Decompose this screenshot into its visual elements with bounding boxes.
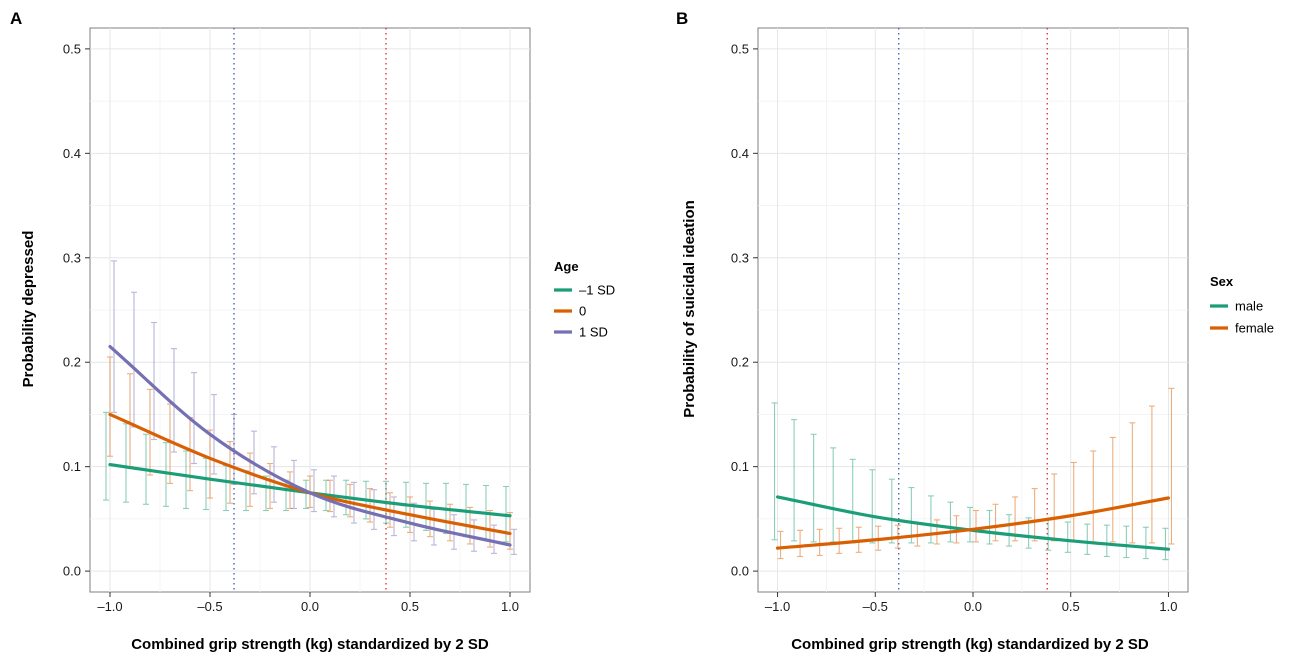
panel-a-errorbar (163, 442, 169, 507)
panel-b-curves (775, 495, 1171, 551)
panel-b-legend: Sex male female (1210, 274, 1274, 336)
panel-a-errorbar (151, 321, 157, 441)
panel-a-errorbar (311, 469, 317, 513)
panel-b-errorbar (1129, 422, 1136, 544)
panel-a-errorbar (303, 479, 309, 509)
panel-a-legend-title: Age (554, 259, 579, 274)
panel-b-y-tick-label: 0.0 (731, 564, 749, 579)
panel-a-y-tick-label: 0.1 (63, 459, 81, 474)
panel-a: A –1.0 –0.5 0.0 0.5 1.0 0.0 0.1 0.2 0.3 0.4 0.5 Co… (10, 9, 615, 653)
panel-b-errorbar (967, 506, 973, 543)
panel-a-x-tick-label: 1.0 (501, 599, 519, 614)
panel-a-errorbar (227, 441, 233, 504)
panel-a-y-axis-title: Probability depressed (20, 231, 37, 388)
panel-b-errorbar (908, 487, 915, 544)
panel-b-errorbar (888, 478, 895, 544)
panel-b: B –1.0 –0.5 0.0 0.5 1.0 0.0 0.1 0.2 0.3 0.4 0.5 Co… (676, 9, 1274, 653)
panel-a-y-tick-label: 0.3 (63, 250, 81, 265)
panel-b-errorbar (869, 469, 876, 544)
panel-b-errorbar (1142, 526, 1149, 560)
panel-a-errorbar (471, 519, 477, 552)
panel-b-x-tick-label: 1.0 (1159, 599, 1177, 614)
panel-a-y-tick-label: 0.4 (63, 146, 81, 161)
panel-a-x-tick-label: –0.5 (197, 599, 222, 614)
panel-b-errorbar (1148, 405, 1155, 544)
panel-b-errorbar (992, 503, 999, 542)
panel-b-errorbar (1012, 496, 1019, 542)
panel-a-errorbar (411, 502, 417, 542)
panel-a-curves (108, 344, 512, 547)
panel-a-legend: Age –1 SD 0 1 SD (554, 259, 615, 340)
panel-a-errorbar (191, 372, 197, 465)
panel-b-errorbar (797, 529, 804, 558)
panel-a-x-tick-label: 0.5 (401, 599, 419, 614)
panel-a-legend-label: –1 SD (579, 283, 615, 298)
panel-b-errorbar (810, 433, 817, 543)
panel-a-errorbar (107, 356, 113, 457)
panel-b-reference-lines (898, 28, 1048, 592)
panel-b-errorbar (1031, 488, 1038, 542)
panel-a-x-tick-label: 0.0 (301, 599, 319, 614)
panel-b-errorbar (1103, 524, 1110, 558)
panel-a-errorbar (263, 475, 269, 512)
panel-a-errorbar (371, 489, 377, 530)
panel-a-errorbar (511, 528, 517, 555)
panel-a-errorbar (507, 512, 513, 550)
panel-b-curve-series-2 (775, 496, 1171, 550)
panel-b-axes: –1.0 –0.5 0.0 0.5 1.0 0.0 0.1 0.2 0.3 0.4 0.5 (731, 41, 1178, 614)
panel-a-tag: A (10, 9, 22, 28)
panel-b-x-tick-label: 0.5 (1062, 599, 1080, 614)
panel-b-errorbar (836, 527, 843, 554)
panel-b-y-tick-label: 0.1 (731, 459, 749, 474)
panel-a-legend-label: 0 (579, 304, 586, 319)
panel-a-x-axis-title: Combined grip strength (kg) standardized… (131, 636, 489, 653)
panel-b-y-tick-label: 0.2 (731, 355, 749, 370)
panel-b-legend-items: male female (1210, 299, 1274, 336)
panel-b-x-tick-label: 0.0 (964, 599, 982, 614)
panel-a-errorbar (171, 348, 177, 453)
panel-a-errorbar (183, 450, 189, 509)
panel-a-errorbar (103, 411, 109, 501)
panel-a-legend-label: 1 SD (579, 325, 608, 340)
panel-b-errorbar (1006, 514, 1013, 547)
panel-b-errorbar (771, 402, 778, 541)
panel-a-y-tick-label: 0.0 (63, 564, 81, 579)
panel-b-grid (758, 28, 1188, 592)
panel-b-y-tick-label: 0.4 (731, 146, 749, 161)
panel-a-errorbar (347, 483, 353, 518)
panel-b-legend-title: Sex (1210, 274, 1234, 289)
panel-b-tag: B (676, 9, 688, 28)
panel-a-y-tick-label: 0.5 (63, 41, 81, 56)
panel-b-legend-label: male (1235, 299, 1263, 314)
panel-b-x-tick-label: –0.5 (863, 599, 888, 614)
panel-b-x-axis-title: Combined grip strength (kg) standardized… (791, 636, 1149, 653)
panel-b-errorbar (777, 530, 784, 560)
panel-b-error-bars (771, 387, 1175, 561)
panel-b-legend-label: female (1235, 321, 1274, 336)
panel-b-errorbar (1123, 525, 1130, 559)
panel-b-y-axis-title: Probability of suicidal ideation (681, 200, 698, 418)
panel-b-errorbar (791, 419, 798, 542)
panel-a-legend-items: –1 SD 0 1 SD (554, 283, 615, 340)
panel-a-x-tick-label: –1.0 (97, 599, 122, 614)
panel-b-errorbar (816, 528, 823, 556)
panel-a-errorbar (207, 429, 213, 499)
panel-b-errorbar (1168, 387, 1175, 545)
panel-b-y-tick-label: 0.3 (731, 250, 749, 265)
panel-a-curve-series-3 (108, 344, 512, 547)
panel-b-errorbar (1109, 436, 1116, 543)
panel-b-errorbar (947, 501, 954, 543)
panel-b-errorbar (1064, 521, 1071, 553)
panel-b-errorbar (973, 509, 979, 543)
panel-a-y-tick-label: 0.2 (63, 355, 81, 370)
panel-b-errorbar (1162, 527, 1169, 561)
panel-b-errorbar (1084, 523, 1091, 555)
panel-b-x-tick-label: –1.0 (765, 599, 790, 614)
panel-b-y-tick-label: 0.5 (731, 41, 749, 56)
panel-a-errorbar (111, 260, 117, 413)
panel-a-axes: –1.0 –0.5 0.0 0.5 1.0 0.0 0.1 0.2 0.3 0.4 0.5 (63, 41, 519, 614)
panel-a-grid (90, 28, 530, 592)
